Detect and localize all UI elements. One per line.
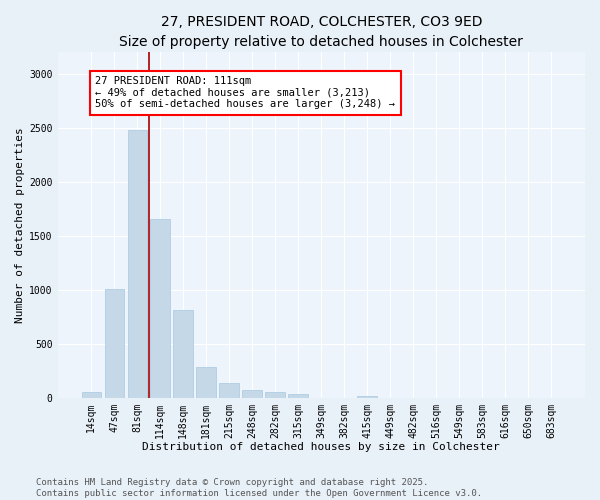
Bar: [104, 289, 124, 398]
Bar: [220, 383, 239, 398]
Bar: [173, 310, 193, 398]
Bar: [82, 392, 101, 398]
Bar: [358, 396, 377, 398]
Title: 27, PRESIDENT ROAD, COLCHESTER, CO3 9ED
Size of property relative to detached ho: 27, PRESIDENT ROAD, COLCHESTER, CO3 9ED …: [119, 15, 523, 48]
Y-axis label: Number of detached properties: Number of detached properties: [15, 128, 25, 323]
Text: Contains HM Land Registry data © Crown copyright and database right 2025.
Contai: Contains HM Land Registry data © Crown c…: [36, 478, 482, 498]
Bar: [128, 130, 147, 398]
Bar: [242, 390, 262, 398]
X-axis label: Distribution of detached houses by size in Colchester: Distribution of detached houses by size …: [142, 442, 500, 452]
Bar: [196, 367, 216, 398]
Bar: [151, 219, 170, 398]
Bar: [265, 392, 285, 398]
Bar: [289, 394, 308, 398]
Text: 27 PRESIDENT ROAD: 111sqm
← 49% of detached houses are smaller (3,213)
50% of se: 27 PRESIDENT ROAD: 111sqm ← 49% of detac…: [95, 76, 395, 110]
